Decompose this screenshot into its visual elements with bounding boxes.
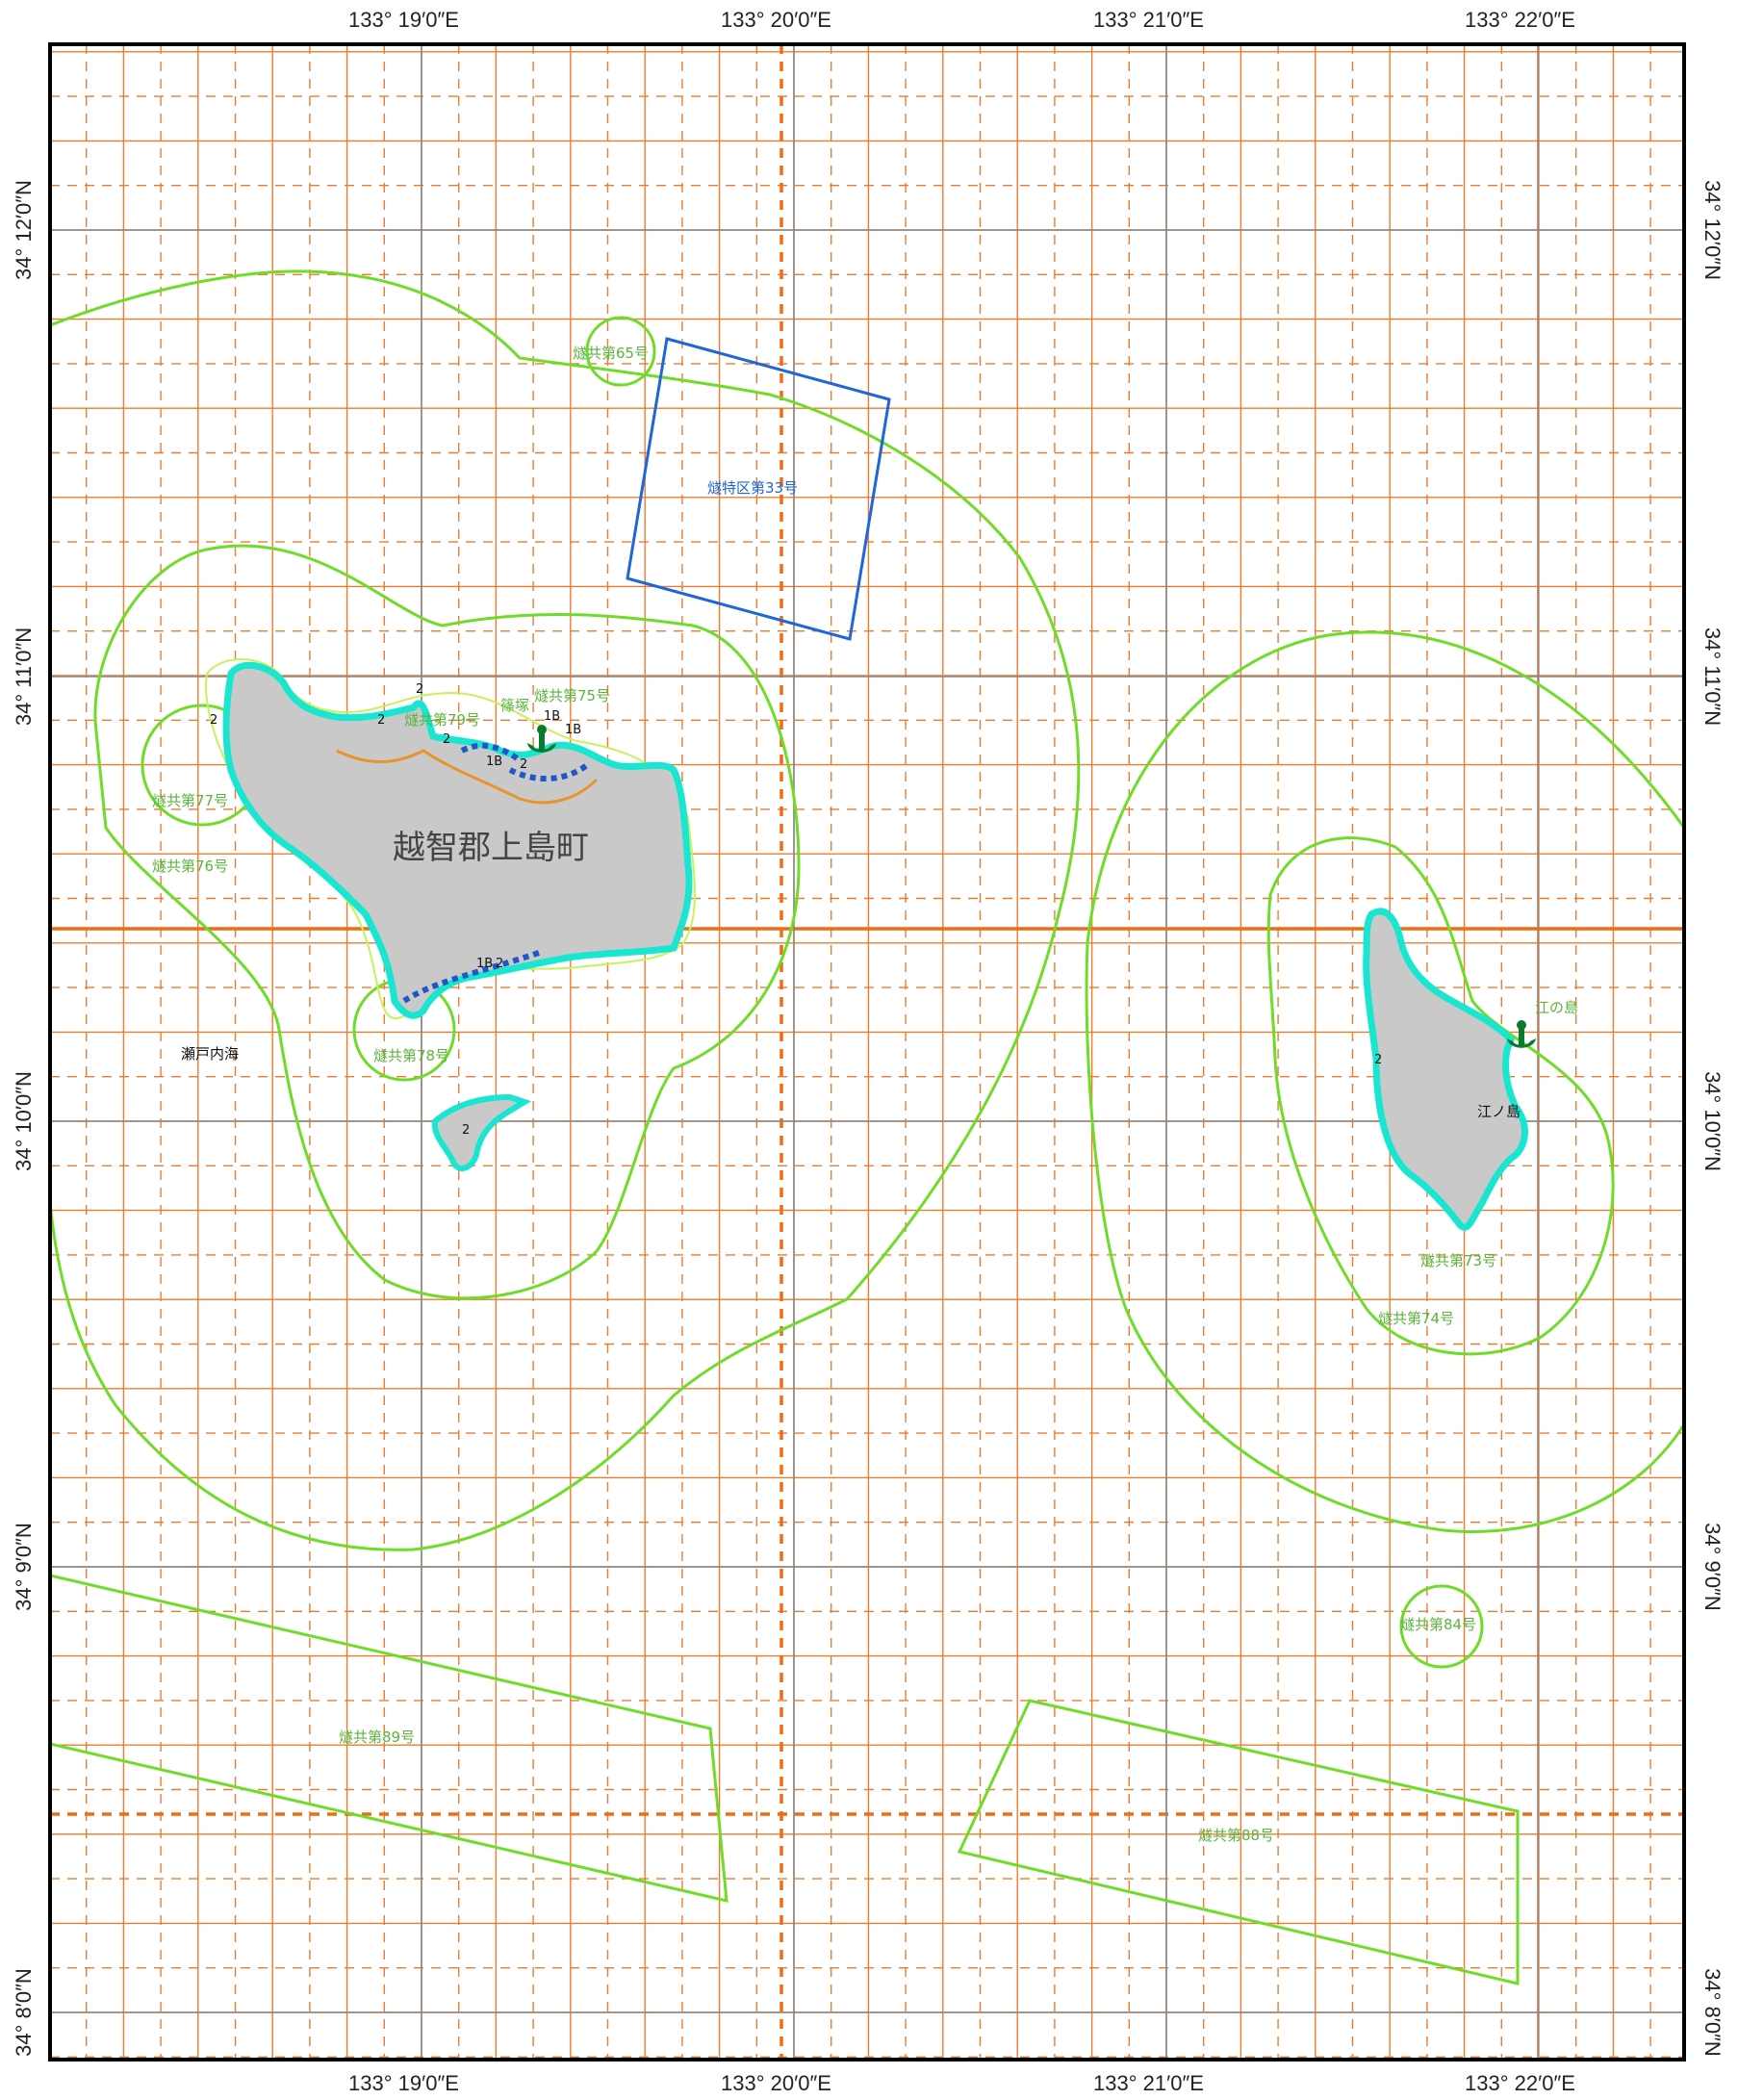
- lat-label: 34° 11′0″N: [1700, 627, 1725, 726]
- land-masses: [222, 661, 1528, 1231]
- zone-label: 燧共第76号: [152, 858, 228, 875]
- zone-label: 燧特区第33号: [707, 479, 798, 497]
- lat-label: 34° 8′0″N: [1700, 1968, 1725, 2057]
- harbor-markings: [402, 742, 589, 1004]
- longitude-labels-top: 133° 19′0″E 133° 20′0″E 133° 21′0″E 133°…: [348, 8, 1575, 32]
- zone-84-circle: [1399, 1584, 1484, 1669]
- lon-label: 133° 22′0″E: [1465, 2071, 1575, 2095]
- lat-label: 34° 8′0″N: [12, 1968, 36, 2057]
- depth-mark: 1B: [544, 709, 560, 724]
- lat-label: 34° 9′0″N: [1700, 1523, 1725, 1611]
- map-frame-border: [48, 42, 1686, 2062]
- zone-88-boundary: [957, 1699, 1520, 1985]
- zone-89-boundary: [50, 1574, 728, 1903]
- depth-mark: 1B: [476, 957, 493, 971]
- zone-label: 燧共第79号: [404, 711, 480, 729]
- place-label: 篠塚: [500, 697, 529, 714]
- depth-mark: 2: [462, 1123, 470, 1138]
- depth-mark: 1B: [486, 755, 502, 769]
- town-label: 越智郡上島町: [393, 829, 589, 867]
- depth-mark: 2: [210, 713, 217, 728]
- depth-mark: 2: [443, 732, 450, 747]
- zone-77-76-boundary: [93, 544, 801, 1300]
- zone-label: 燧共第89号: [339, 1729, 415, 1746]
- lon-label: 133° 20′0″E: [721, 2071, 831, 2095]
- sea-label: 瀬戸内海: [181, 1045, 239, 1063]
- depth-marks: 2 2 2 2 1B 1B 1B 2 1B 2 2 2: [210, 682, 1382, 1138]
- lon-label: 133° 19′0″E: [348, 2071, 459, 2095]
- village-boundary: [336, 749, 599, 805]
- zone-label: 燧共第78号: [373, 1047, 449, 1064]
- anchor-icon: [1507, 1020, 1536, 1048]
- depth-mark: 1B: [565, 723, 581, 737]
- lon-label: 133° 21′0″E: [1093, 2071, 1204, 2095]
- zone-65-circle: [585, 316, 656, 387]
- lat-label: 34° 12′0″N: [1700, 180, 1725, 280]
- zone-labels: 燧特区第33号 燧共第65号 燧共第75号 燧共第79号 燧共第77号 燧共第7…: [152, 345, 1496, 1844]
- latitude-labels-left: 34° 12′0″N 34° 11′0″N 34° 10′0″N 34° 9′0…: [12, 180, 36, 2057]
- lat-label: 34° 10′0″N: [12, 1071, 36, 1171]
- enoshima-note-label: 江の島: [1535, 999, 1578, 1016]
- zone-73-74-boundary: [1085, 630, 1684, 1533]
- lon-label: 133° 19′0″E: [348, 8, 459, 32]
- enoshima-label: 江ノ島: [1477, 1103, 1521, 1120]
- small-island: [431, 1093, 532, 1171]
- zone-label: 燧共第84号: [1400, 1616, 1476, 1633]
- lat-label: 34° 12′0″N: [12, 180, 36, 280]
- lat-label: 34° 9′0″N: [12, 1523, 36, 1611]
- depth-mark: 2: [496, 957, 503, 971]
- lon-label: 133° 21′0″E: [1093, 8, 1204, 32]
- depth-mark: 2: [377, 713, 385, 728]
- depth-mark: 2: [416, 682, 423, 697]
- depth-mark: 2: [520, 757, 527, 772]
- lon-label: 133° 22′0″E: [1465, 8, 1575, 32]
- longitude-labels-bottom: 133° 19′0″E 133° 20′0″E 133° 21′0″E 133°…: [348, 2071, 1575, 2095]
- anchor-icon: [527, 725, 556, 753]
- lat-label: 34° 11′0″N: [12, 627, 36, 726]
- zone-label: 燧共第75号: [534, 687, 610, 704]
- zone-65-boundary: [50, 269, 1081, 1551]
- latitude-labels-right: 34° 12′0″N 34° 11′0″N 34° 10′0″N 34° 9′0…: [1700, 180, 1725, 2057]
- lon-label: 133° 20′0″E: [721, 8, 831, 32]
- zone-73-inner: [1266, 836, 1615, 1356]
- zone-33-boundary: [626, 337, 891, 641]
- zone-label: 燧共第74号: [1378, 1310, 1454, 1327]
- zone-label: 燧共第77号: [152, 792, 228, 809]
- graticule: [50, 44, 1684, 2060]
- depth-mark: 2: [1374, 1053, 1382, 1067]
- zone-label: 燧共第88号: [1198, 1827, 1274, 1844]
- lat-label: 34° 10′0″N: [1700, 1071, 1725, 1171]
- enoshima-island: [1363, 908, 1528, 1231]
- zone-label: 燧共第65号: [573, 345, 649, 362]
- zone-label: 燧共第73号: [1420, 1252, 1496, 1269]
